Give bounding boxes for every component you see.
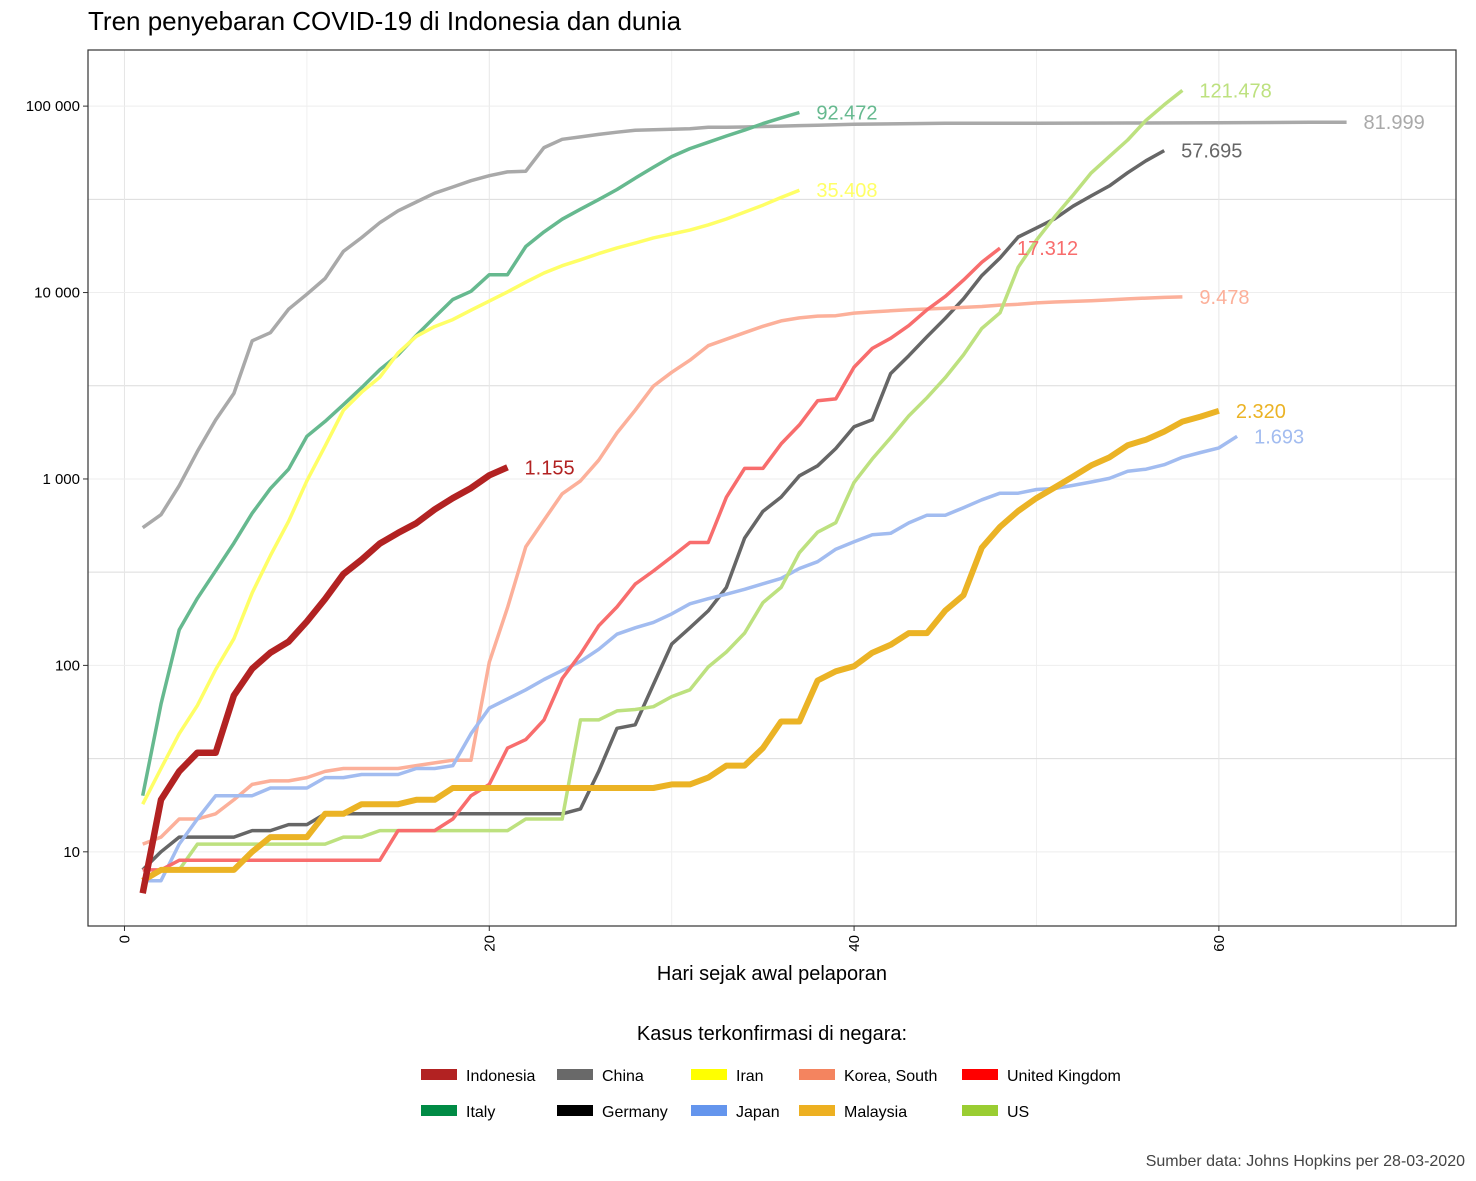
legend-item: US (962, 1104, 1029, 1121)
end-label-korea-south: 9.478 (1199, 287, 1249, 309)
chart-title: Tren penyebaran COVID-19 di Indonesia da… (88, 6, 682, 36)
panel-border (87, 49, 1457, 927)
legend-label: Indonesia (466, 1068, 535, 1085)
legend-label: Korea, South (844, 1068, 937, 1085)
y-tick-label: 10 000 (34, 285, 80, 302)
y-tick-label: 1 000 (42, 471, 80, 488)
series-line-germany (141, 149, 1166, 872)
legend-key (557, 1069, 593, 1080)
legend-label: United Kingdom (1007, 1068, 1121, 1085)
legend-title: Kasus terkonfirmasi di negara: (637, 1023, 907, 1045)
legend-key (421, 1069, 457, 1080)
legend-key (691, 1105, 727, 1116)
y-tick-label: 100 (55, 657, 80, 674)
end-label-malaysia: 2.320 (1236, 401, 1286, 423)
legend-key (421, 1105, 457, 1116)
x-tick-label: 20 (481, 935, 498, 952)
legend-label: Germany (602, 1104, 668, 1121)
end-label-united-kingdom: 17.312 (1017, 238, 1078, 260)
legend-label: Malaysia (844, 1104, 907, 1121)
end-label-italy: 92.472 (816, 102, 877, 124)
end-label-japan: 1.693 (1254, 426, 1304, 448)
legend-label: US (1007, 1104, 1029, 1121)
series-line-iran (141, 188, 801, 805)
legend-item: Malaysia (799, 1104, 907, 1121)
series-line-indonesia (139, 464, 509, 894)
legend-label: Japan (736, 1104, 780, 1121)
series-line-united-kingdom (142, 246, 1002, 872)
legend-item: United Kingdom (962, 1068, 1121, 1085)
legend-key (557, 1105, 593, 1116)
series-line-italy (140, 110, 800, 797)
end-label-us: 121.478 (1199, 80, 1271, 102)
legend-label: China (602, 1068, 644, 1085)
x-tick-label: 40 (846, 935, 863, 952)
x-tick-label: 0 (116, 935, 133, 943)
end-label-iran: 35.408 (816, 180, 877, 202)
x-tick-label: 60 (1211, 935, 1228, 952)
legend-key (962, 1105, 998, 1116)
legend-key (691, 1069, 727, 1080)
series-line-korea-south (142, 295, 1183, 846)
legend-label: Iran (736, 1068, 764, 1085)
legend-key (799, 1069, 835, 1080)
y-tick-label: 100 000 (26, 98, 80, 115)
legend-key (962, 1069, 998, 1080)
legend-item: Korea, South (799, 1068, 937, 1085)
series-line-malaysia (141, 407, 1220, 884)
legend-item: Iran (691, 1068, 764, 1085)
plot-panel: 10 100 1 000 10 000 100 000 0 20 40 60 81.999 92.4… (26, 49, 1457, 952)
legend-item: China (557, 1068, 644, 1085)
legend-item: Germany (557, 1104, 668, 1121)
legend-item: Indonesia (421, 1068, 535, 1085)
y-tick-label: 10 (63, 844, 80, 861)
caption: Sumber data: Johns Hopkins per 28-03-202… (1146, 1153, 1465, 1170)
series-line-us (141, 89, 1184, 883)
legend-label: Italy (466, 1104, 495, 1121)
series-line-china (141, 120, 1347, 530)
legend-key (799, 1105, 835, 1116)
legend-item: Japan (691, 1104, 780, 1121)
legend-item: Italy (421, 1104, 495, 1121)
end-label-china: 81.999 (1364, 112, 1425, 134)
legend: Indonesia China Iran Korea, South United Kin… (421, 1068, 1121, 1121)
end-label-germany: 57.695 (1181, 141, 1242, 163)
end-label-indonesia: 1.155 (525, 457, 575, 479)
x-axis-label: Hari sejak awal pelaporan (657, 963, 887, 985)
